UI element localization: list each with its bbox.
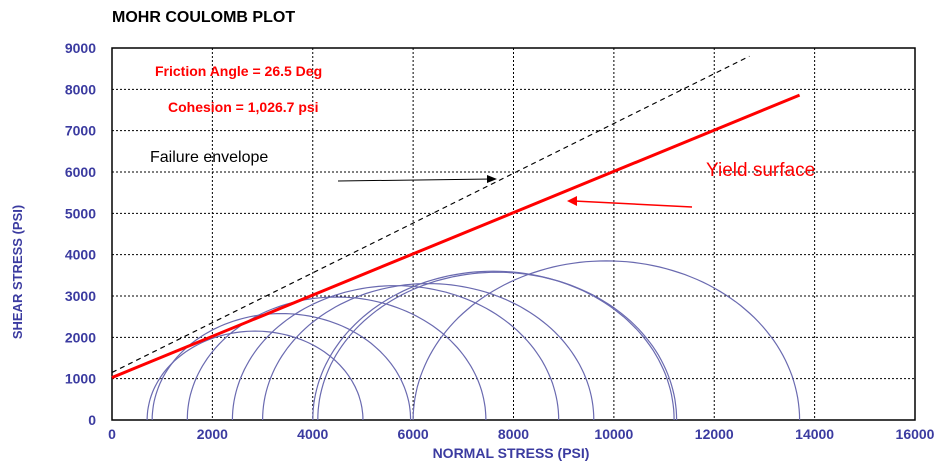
y-tick-label: 9000 (65, 40, 96, 56)
mohr-circle (186, 296, 487, 421)
x-tick-label: 16000 (896, 426, 935, 442)
y-axis-ticks: 0 1000 2000 3000 4000 5000 6000 7000 8000 9000 (65, 40, 96, 428)
failure-envelope-arrow (337, 178, 493, 182)
yield-surface-arrow (573, 200, 693, 208)
mohr-circle (146, 330, 364, 421)
x-tick-label: 8000 (498, 426, 529, 442)
failure-envelope-annotation: Failure envelope (150, 149, 268, 166)
friction-angle-annotation: Friction Angle = 26.5 Deg (155, 63, 322, 79)
x-axis-ticks: 0 2000 4000 6000 8000 10000 12000 14000 16000 (108, 426, 935, 442)
y-tick-label: 4000 (65, 247, 96, 263)
x-tick-label: 4000 (297, 426, 328, 442)
y-tick-label: 6000 (65, 164, 96, 180)
failure-envelope-arrowhead (487, 175, 497, 183)
x-tick-label: 14000 (795, 426, 834, 442)
yield-surface-annotation: Yield surface (706, 160, 815, 181)
mohr-circles (146, 260, 801, 421)
mohr-circle (317, 271, 678, 421)
envelope-lines (111, 55, 801, 379)
x-tick-label: 6000 (398, 426, 429, 442)
yield-surface-line (111, 93, 801, 379)
y-tick-label: 7000 (65, 123, 96, 139)
y-tick-label: 2000 (65, 329, 96, 345)
mohr-circle (312, 270, 675, 421)
mohr-circle (412, 260, 801, 421)
x-axis-label: NORMAL STRESS (PSI) (433, 445, 590, 461)
y-tick-label: 8000 (65, 81, 96, 97)
x-tick-label: 10000 (594, 426, 633, 442)
x-tick-label: 2000 (197, 426, 228, 442)
y-axis-label: SHEAR STRESS (PSI) (10, 205, 25, 339)
x-tick-label: 0 (108, 426, 116, 442)
y-tick-label: 3000 (65, 288, 96, 304)
y-tick-label: 5000 (65, 205, 96, 221)
mohr-circle (151, 313, 412, 421)
cohesion-annotation: Cohesion = 1,026.7 psi (168, 99, 319, 115)
y-tick-label: 0 (88, 412, 96, 428)
chart-title: MOHR COULOMB PLOT (112, 9, 295, 26)
yield-surface-arrowhead (567, 196, 577, 206)
y-tick-label: 1000 (65, 371, 96, 387)
x-tick-label: 12000 (695, 426, 734, 442)
failure-envelope-line (111, 55, 750, 374)
